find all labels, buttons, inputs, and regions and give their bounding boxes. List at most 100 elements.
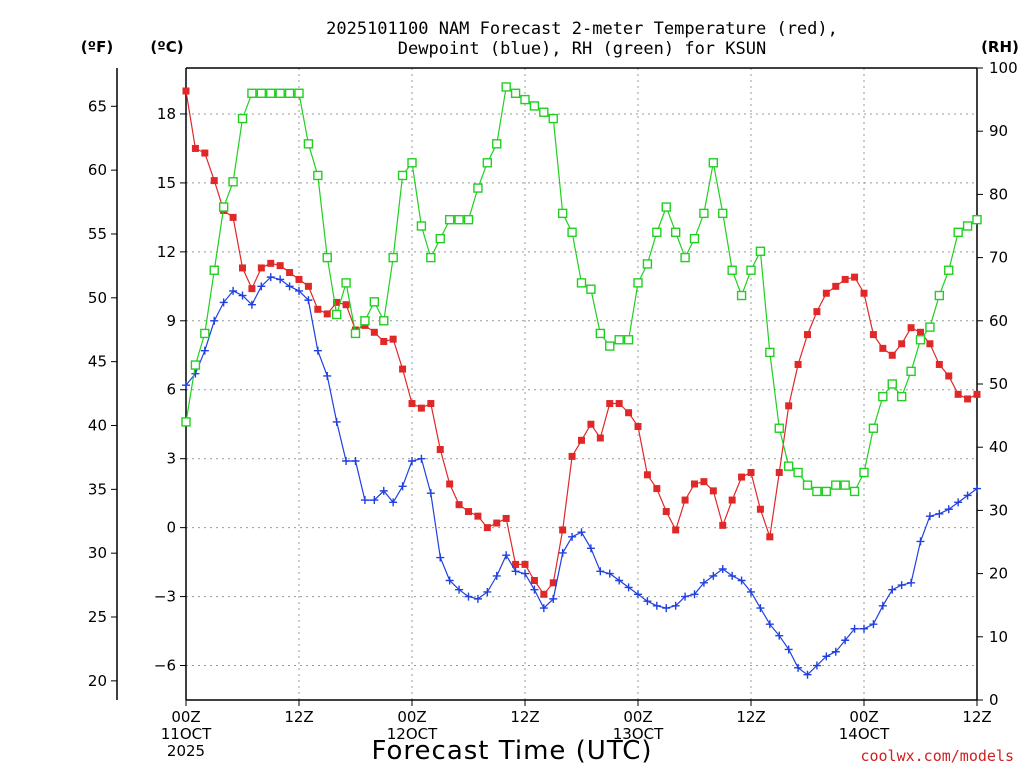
fahrenheit-unit-label: (ºF) [81, 38, 113, 56]
dewpoint-point-39 [549, 594, 558, 603]
temperature-point-32 [483, 524, 491, 532]
temperature-point-22 [389, 335, 397, 343]
rh-point-4 [218, 202, 229, 212]
time-tick-label-4-1: 13OCT [613, 725, 664, 743]
dewpoint-point-29 [455, 585, 464, 594]
dewpoint-point-14 [313, 346, 322, 355]
rh-point-58 [727, 265, 737, 275]
rh-point-40 [557, 208, 568, 219]
series-layer [181, 82, 982, 679]
dewpoint-point-71 [850, 624, 859, 633]
temperature-point-77 [907, 324, 915, 332]
dewpoint-point-74 [878, 601, 887, 610]
rh-point-11 [284, 88, 295, 98]
rh-point-62 [765, 347, 775, 358]
fahrenheit-tick-label-6: 35 [88, 480, 107, 498]
temperature-point-72 [860, 289, 868, 297]
dewpoint-point-31 [473, 594, 482, 603]
rh-point-31 [473, 183, 483, 193]
temperature-point-9 [267, 259, 275, 267]
rh-point-44 [595, 328, 606, 339]
chart-title-line2: Dewpoint (blue), RH (green) for KSUN [398, 39, 766, 59]
rh-point-56 [708, 158, 719, 168]
temperature-point-57 [719, 521, 727, 529]
rh-point-82 [953, 227, 963, 238]
temperature-point-84 [973, 390, 981, 398]
rh-tick-label-7: 30 [989, 501, 1008, 519]
temperature-point-73 [869, 331, 877, 339]
temperature-point-79 [926, 340, 934, 348]
dewpoint-point-18 [351, 456, 360, 465]
temperature-point-1 [191, 144, 199, 152]
rh-point-60 [746, 265, 756, 275]
rh-point-30 [463, 214, 474, 225]
temperature-point-65 [794, 360, 802, 368]
rh-point-6 [237, 113, 248, 124]
rh-point-52 [670, 227, 681, 238]
temperature-point-68 [822, 289, 830, 297]
temperature-point-58 [728, 496, 736, 504]
rh-tick-label-6: 40 [989, 438, 1008, 456]
dewpoint-point-40 [558, 548, 567, 557]
temperature-point-38 [540, 590, 548, 598]
rh-point-80 [934, 290, 945, 301]
celsius-tick-label-2: 12 [157, 243, 176, 261]
dewpoint-point-19 [360, 496, 369, 505]
dewpoint-point-80 [935, 509, 944, 518]
dewpoint-point-22 [389, 498, 398, 507]
dewpoint-point-0 [182, 381, 190, 390]
rh-point-3 [209, 265, 219, 275]
fahrenheit-tick-label-7: 30 [88, 544, 107, 562]
dewpoint-point-13 [304, 296, 313, 305]
dewpoint-point-41 [568, 532, 577, 541]
temperature-point-74 [879, 344, 887, 352]
rh-point-21 [379, 316, 389, 326]
temperature-point-8 [257, 264, 265, 272]
time-tick-label-6-0: 00Z [849, 708, 878, 726]
dewpoint-point-10 [276, 275, 285, 284]
dewpoint-point-77 [907, 578, 916, 587]
temperature-point-36 [521, 560, 529, 568]
temperature-point-50 [653, 485, 661, 493]
dewpoint-point-52 [671, 601, 680, 610]
temperature-point-70 [841, 275, 849, 283]
dewpoint-point-38 [539, 604, 548, 613]
temperature-point-53 [681, 496, 689, 504]
celsius-tick-label-5: 3 [166, 450, 176, 468]
temperature-point-59 [738, 473, 746, 481]
rh-point-51 [661, 202, 671, 212]
rh-point-27 [435, 233, 445, 244]
fahrenheit-tick-label-1: 60 [88, 161, 107, 179]
temperature-point-24 [408, 400, 416, 408]
dewpoint-point-35 [511, 567, 520, 576]
dewpoint-point-7 [247, 300, 256, 309]
dewpoint-point-58 [728, 571, 737, 580]
temperature-point-83 [964, 395, 972, 403]
rh-point-35 [510, 88, 521, 98]
dewpoint-point-53 [681, 592, 690, 601]
rh-point-79 [925, 322, 935, 332]
dewpoint-point-82 [954, 498, 963, 507]
dewpoint-point-60 [747, 587, 755, 596]
temperature-point-55 [700, 478, 708, 486]
rh-point-22 [388, 252, 398, 263]
rh-point-71 [849, 486, 860, 497]
temperature-point-30 [465, 508, 472, 516]
temperature-point-2 [201, 149, 209, 157]
dewpoint-point-49 [643, 597, 652, 606]
rh-point-42 [576, 278, 587, 288]
dewpoint-point-56 [709, 571, 718, 580]
rh-tick-label-3: 70 [989, 249, 1008, 267]
rh-point-83 [962, 221, 973, 231]
fahrenheit-axis-ticks: 65 60 55 50 45 40 35 30 25 20 [88, 97, 117, 690]
dewpoint-point-45 [605, 569, 614, 578]
temperature-point-21 [380, 337, 388, 345]
rh-tick-label-2: 80 [989, 185, 1008, 203]
temperature-point-71 [851, 273, 859, 281]
rh-point-59 [736, 290, 747, 301]
dewpoint-point-68 [822, 652, 831, 661]
temperature-point-45 [606, 400, 614, 408]
rh-tick-label-9: 10 [989, 628, 1008, 646]
